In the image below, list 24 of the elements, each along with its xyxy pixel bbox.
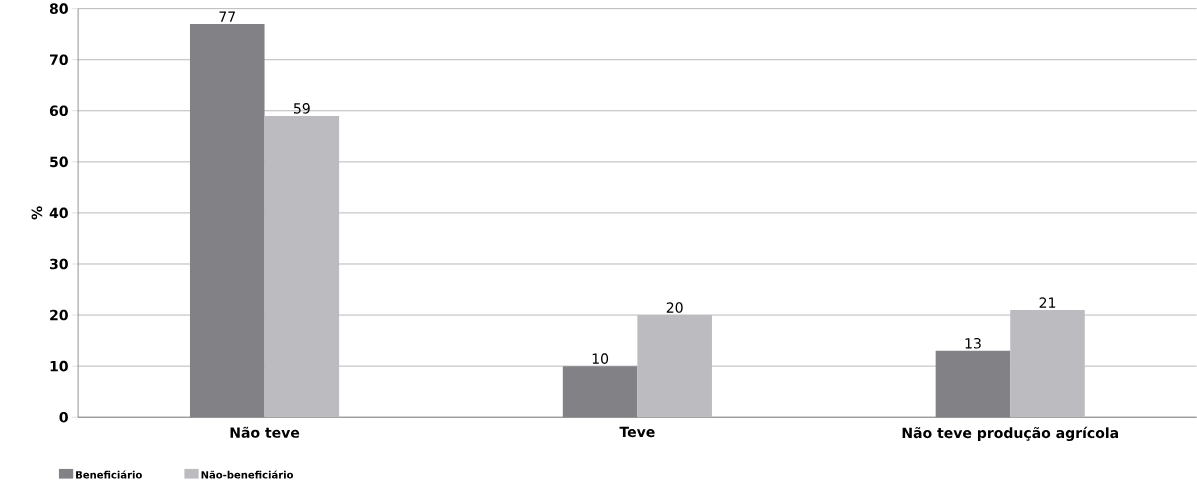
x-tick-label: Teve: [619, 426, 655, 438]
data-label: 59: [293, 102, 310, 114]
x-tick-label: Não teve: [230, 426, 300, 438]
data-label: 20: [666, 302, 683, 313]
y-tick-label: 0: [59, 411, 68, 423]
legend-label: Não-beneficiário: [201, 470, 294, 479]
y-tick-label: 60: [49, 105, 68, 116]
y-tick-label: 80: [49, 3, 68, 14]
y-tick-label: 30: [50, 258, 68, 270]
y-tick-label: 10: [50, 360, 68, 372]
bar: [264, 115, 340, 418]
data-label: 10: [592, 353, 609, 364]
bar: [1010, 309, 1085, 418]
y-tick-label: 20: [50, 309, 68, 321]
data-label: 77: [219, 11, 235, 22]
data-label: 13: [965, 337, 981, 349]
x-tick-label: Não teve produção agrícola: [902, 426, 1119, 441]
y-tick-label: 50: [50, 156, 68, 167]
data-label: 21: [1039, 297, 1056, 308]
y-tick-label: 70: [50, 54, 68, 65]
y-axis-title: %: [31, 206, 43, 220]
y-tick-label: 40: [49, 207, 68, 219]
legend-label: Beneficiário: [76, 470, 142, 479]
bar: [637, 314, 712, 418]
